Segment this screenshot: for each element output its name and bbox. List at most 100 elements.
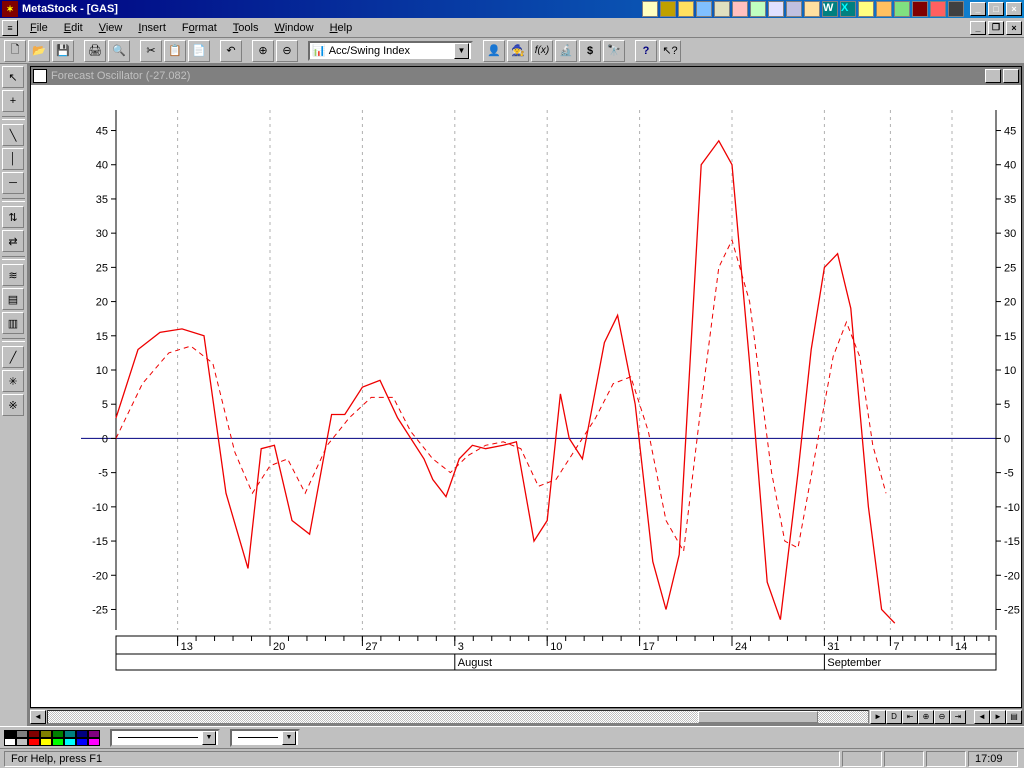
tray-icon[interactable]	[858, 1, 874, 17]
mdi-restore-button[interactable]: ❐	[988, 21, 1004, 35]
color-swatch[interactable]	[40, 730, 52, 738]
dropdown-arrow-icon[interactable]: ▼	[202, 731, 216, 745]
grid-tool-1[interactable]: ▤	[2, 288, 24, 310]
indicator-select[interactable]: 📊 Acc/Swing Index ▼	[308, 41, 473, 61]
zoomin-button[interactable]: ⊕	[252, 40, 274, 62]
scroll-left-button[interactable]: ◄	[30, 710, 46, 724]
horiz-arrows-tool[interactable]: ⇄	[2, 230, 24, 252]
color-swatch[interactable]	[52, 730, 64, 738]
scroll-d-button[interactable]: D	[886, 710, 902, 724]
tray-icon[interactable]: X	[840, 1, 856, 17]
scroll-end-button[interactable]: ⇥	[950, 710, 966, 724]
advisor-button[interactable]: 🧙	[507, 40, 529, 62]
color-swatch[interactable]	[16, 730, 28, 738]
scroll-last-button[interactable]: ►	[990, 710, 1006, 724]
tray-icon[interactable]	[714, 1, 730, 17]
color-swatch[interactable]	[16, 738, 28, 746]
tray-icon[interactable]	[696, 1, 712, 17]
scroll-more-button[interactable]: ▤	[1006, 710, 1022, 724]
scroll-track[interactable]	[47, 710, 869, 724]
tray-icon[interactable]: W	[822, 1, 838, 17]
tray-icon[interactable]	[786, 1, 802, 17]
horizontal-line-tool[interactable]: ─	[2, 172, 24, 194]
rays-tool-1[interactable]: ✳	[2, 370, 24, 392]
copy-button[interactable]: 📋	[164, 40, 186, 62]
menu-format[interactable]: Format	[174, 20, 225, 36]
tray-icon[interactable]	[678, 1, 694, 17]
open-button[interactable]: 📂	[28, 40, 50, 62]
tray-icon[interactable]	[930, 1, 946, 17]
tray-icon[interactable]	[660, 1, 676, 17]
grid-tool-2[interactable]: ▥	[2, 312, 24, 334]
fx-button[interactable]: f(x)	[531, 40, 553, 62]
tray-icon[interactable]	[912, 1, 928, 17]
cut-button[interactable]: ✂	[140, 40, 162, 62]
color-swatch[interactable]	[40, 738, 52, 746]
crosshair-tool[interactable]: +	[2, 90, 24, 112]
print-button[interactable]: 🖨	[84, 40, 106, 62]
trend-tool[interactable]: ╱	[2, 346, 24, 368]
color-swatch[interactable]	[64, 738, 76, 746]
scroll-first-button[interactable]: ◄	[974, 710, 990, 724]
tray-icon[interactable]	[876, 1, 892, 17]
paste-button[interactable]: 📄	[188, 40, 210, 62]
new-button[interactable]: 🗋	[4, 40, 26, 62]
zoomout-button[interactable]: ⊖	[276, 40, 298, 62]
menu-help[interactable]: Help	[322, 20, 361, 36]
color-swatch[interactable]	[64, 730, 76, 738]
binoculars-button[interactable]: 🔭	[603, 40, 625, 62]
scroll-zoomout-button[interactable]: ⊖	[934, 710, 950, 724]
tray-icon[interactable]	[732, 1, 748, 17]
rays-tool-2[interactable]: ※	[2, 394, 24, 416]
scroll-zoomin-button[interactable]: ⊕	[918, 710, 934, 724]
mdi-minimize-button[interactable]: _	[970, 21, 986, 35]
context-help-button[interactable]: ↖?	[659, 40, 681, 62]
help-button[interactable]: ?	[635, 40, 657, 62]
color-swatch[interactable]	[52, 738, 64, 746]
chart-restore-button[interactable]: ❐	[985, 69, 1001, 83]
color-swatch[interactable]	[4, 730, 16, 738]
menu-window[interactable]: Window	[266, 20, 321, 36]
menu-file[interactable]: File	[22, 20, 56, 36]
color-palette[interactable]	[4, 730, 100, 746]
line-weight-select[interactable]: ▼	[230, 729, 300, 747]
menu-insert[interactable]: Insert	[130, 20, 174, 36]
minimize-button[interactable]: _	[970, 2, 986, 16]
expert-button[interactable]: 👤	[483, 40, 505, 62]
color-swatch[interactable]	[76, 730, 88, 738]
scroll-right-button[interactable]: ►	[870, 710, 886, 724]
save-button[interactable]: 💾	[52, 40, 74, 62]
chart-close-button[interactable]: ×	[1003, 69, 1019, 83]
tray-icon[interactable]	[948, 1, 964, 17]
undo-button[interactable]: ↶	[220, 40, 242, 62]
tray-icon[interactable]	[642, 1, 658, 17]
color-swatch[interactable]	[76, 738, 88, 746]
close-button[interactable]: ×	[1006, 2, 1022, 16]
color-swatch[interactable]	[28, 730, 40, 738]
pointer-tool[interactable]: ↖	[2, 66, 24, 88]
menu-edit[interactable]: Edit	[56, 20, 91, 36]
fibonacci-tool[interactable]: ≋	[2, 264, 24, 286]
microscope-button[interactable]: 🔬	[555, 40, 577, 62]
maximize-button[interactable]: □	[988, 2, 1004, 16]
color-swatch[interactable]	[88, 730, 100, 738]
tray-icon[interactable]	[804, 1, 820, 17]
diagonal-line-tool[interactable]: ╲	[2, 124, 24, 146]
document-icon[interactable]: ≡	[2, 20, 18, 36]
vertical-line-tool[interactable]: │	[2, 148, 24, 170]
tray-icon[interactable]	[768, 1, 784, 17]
menu-tools[interactable]: Tools	[225, 20, 267, 36]
preview-button[interactable]: 🔍	[108, 40, 130, 62]
tray-icon[interactable]	[750, 1, 766, 17]
mdi-close-button[interactable]: ×	[1006, 21, 1022, 35]
dollar-button[interactable]: $	[579, 40, 601, 62]
dropdown-arrow-icon[interactable]: ▼	[282, 731, 296, 745]
menu-view[interactable]: View	[91, 20, 131, 36]
dropdown-arrow-icon[interactable]: ▼	[454, 43, 469, 59]
scroll-home-button[interactable]: ⇤	[902, 710, 918, 724]
vert-arrows-tool[interactable]: ⇅	[2, 206, 24, 228]
color-swatch[interactable]	[4, 738, 16, 746]
color-swatch[interactable]	[88, 738, 100, 746]
scroll-thumb[interactable]	[698, 711, 818, 723]
tray-icon[interactable]	[894, 1, 910, 17]
